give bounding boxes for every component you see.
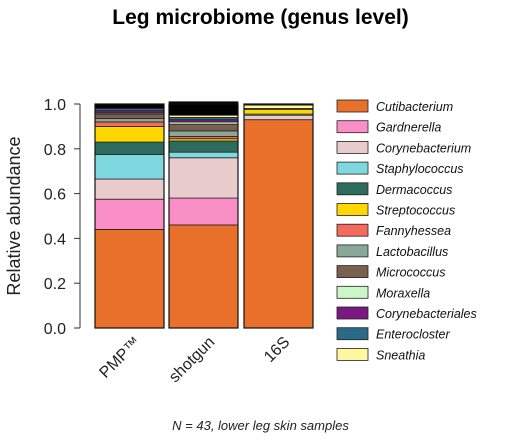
- legend-swatch: [336, 244, 369, 258]
- bar-segment: [94, 103, 165, 109]
- legend-swatch: [336, 306, 369, 320]
- y-tick-label: 1.0: [44, 97, 66, 114]
- legend-label: Streptococcus: [376, 204, 455, 218]
- bar-segment: [168, 123, 239, 132]
- bar-segment: [168, 130, 239, 137]
- legend-swatch: [336, 99, 369, 113]
- bar-outline: [243, 103, 314, 329]
- y-axis: 0.0 0.2 0.4 0.6 0.8 1.0 Relative abundance: [4, 97, 81, 338]
- legend-label: Fannyhessea: [376, 224, 451, 238]
- stacked-bar-chart: 0.0 0.2 0.4 0.6 0.8 1.0 Relative abundance PMP…: [4, 97, 477, 386]
- legend-label: Micrococcus: [376, 266, 445, 280]
- bar-segment: [168, 224, 239, 329]
- x-tick-label: PMP™: [96, 334, 144, 382]
- bar-segment: [243, 109, 314, 115]
- x-tick-label: shotgun: [166, 334, 218, 386]
- bar-outline: [94, 103, 165, 329]
- legend-label: Moraxella: [376, 286, 430, 300]
- bar-segment: [94, 229, 165, 329]
- bar-segment: [168, 140, 239, 153]
- legend-label: Staphylococcus: [376, 162, 464, 176]
- bar-outline: [168, 103, 239, 329]
- y-axis-label: Relative abundance: [4, 136, 24, 295]
- bar-segment: [94, 126, 165, 143]
- legend-swatch: [336, 161, 369, 175]
- y-tick-label: 0.0: [44, 321, 66, 338]
- legend-swatch: [336, 223, 369, 237]
- bar-segment: [168, 197, 239, 226]
- legend: Cutibacterium Gardnerella Corynebacterium S…: [336, 99, 477, 362]
- bar-segment: [94, 121, 165, 127]
- legend-swatch: [336, 265, 369, 279]
- bar-segment: [94, 141, 165, 155]
- legend-swatch: [336, 347, 369, 361]
- legend-label: Gardnerella: [376, 121, 441, 135]
- bar-segment: [94, 153, 165, 180]
- legend-swatch: [336, 327, 369, 341]
- y-tick-label: 0.8: [44, 142, 66, 159]
- footnote: N = 43, lower leg skin samples: [172, 418, 349, 433]
- legend-label: Cutibacterium: [376, 100, 453, 114]
- bar-segment: [94, 118, 165, 123]
- y-tick-label: 0.2: [44, 276, 66, 293]
- bar-segment: [243, 104, 314, 109]
- y-tick-label: 0.4: [44, 231, 66, 248]
- bar-segment: [94, 113, 165, 119]
- x-tick-label: 16S: [261, 334, 293, 366]
- chart-title: Leg microbiome (genus level): [112, 6, 409, 29]
- y-tick-label: 0.6: [44, 187, 66, 204]
- legend-label: Corynebacterium: [376, 141, 471, 155]
- bar-segment: [168, 151, 239, 159]
- legend-swatch: [336, 285, 369, 299]
- legend-label: Enterocloster: [376, 328, 450, 342]
- x-axis-ticks: PMP™ shotgun 16S: [96, 334, 293, 386]
- bar-segment: [168, 157, 239, 199]
- legend-swatch: [336, 182, 369, 196]
- legend-label: Lactobacillus: [376, 245, 448, 259]
- bar-segment: [94, 178, 165, 200]
- bars: [94, 101, 314, 329]
- legend-label: Corynebacteriales: [376, 307, 477, 321]
- legend-swatch: [336, 140, 369, 154]
- bar-segment: [94, 198, 165, 230]
- bar-segment: [243, 119, 314, 329]
- legend-swatch: [336, 120, 369, 134]
- legend-label: Sneathia: [376, 348, 425, 362]
- legend-label: Dermacoccus: [376, 183, 452, 197]
- legend-swatch: [336, 203, 369, 216]
- bar-segment: [243, 114, 314, 121]
